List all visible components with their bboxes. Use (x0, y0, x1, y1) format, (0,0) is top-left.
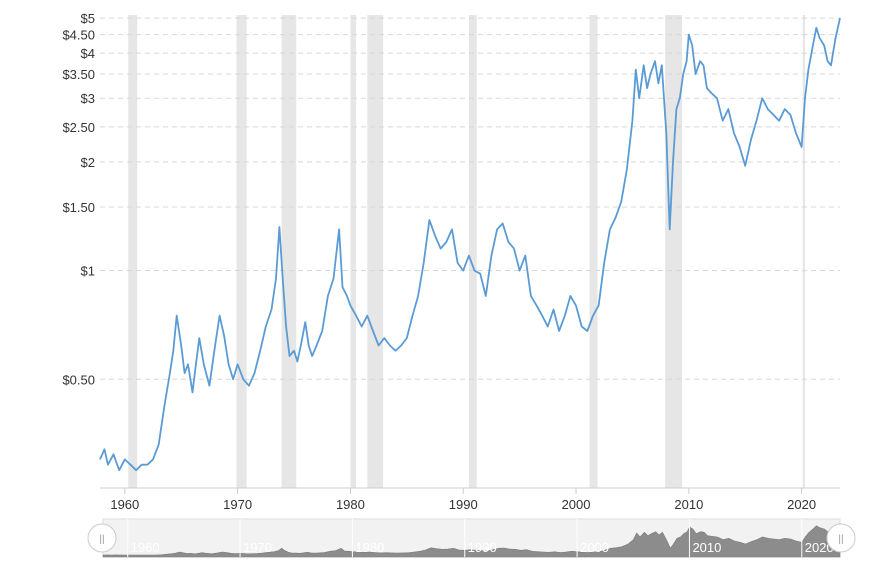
x-tick-label: 1990 (449, 497, 478, 512)
recession-band (367, 15, 384, 488)
navigator-label: 1970 (243, 540, 272, 555)
navigator-left-handle[interactable]: || (87, 523, 117, 553)
recession-band (665, 15, 683, 488)
navigator-label: 2020 (805, 540, 834, 555)
y-tick-label: $0.50 (62, 372, 95, 387)
y-tick-label: $4 (81, 46, 95, 61)
navigator-right-handle[interactable]: || (826, 523, 856, 553)
y-axis-labels: $5 $4.50 $4 $3.50 $3 $2.50 $2 $1.50 $1 $0.50 (62, 11, 95, 387)
y-tick-label: $2 (81, 155, 95, 170)
navigator-label: 1990 (468, 540, 497, 555)
recession-band (281, 15, 297, 488)
x-tick-label: 1970 (223, 497, 252, 512)
price-line (99, 17, 841, 472)
x-tick-label: 2000 (562, 497, 591, 512)
recession-band (468, 15, 477, 488)
right-handle-grip-icon: || (838, 534, 843, 545)
navigator-label: 1980 (355, 540, 384, 555)
navigator-area (102, 523, 841, 558)
y-tick-label: $2.50 (62, 120, 95, 135)
navigator[interactable]: 1960 1970 1980 1990 2000 2010 2020 || || (87, 518, 856, 558)
navigator-gridlines (127, 519, 803, 557)
left-handle-grip-icon: || (99, 534, 104, 545)
x-tick-label: 1960 (110, 497, 139, 512)
x-tick-label: 2010 (674, 497, 703, 512)
recession-band (589, 15, 598, 488)
recession-band (350, 15, 357, 488)
y-tick-label: $4.50 (62, 28, 95, 43)
navigator-label: 1960 (131, 540, 160, 555)
recession-bands (128, 15, 806, 488)
navigator-labels: 1960 1970 1980 1990 2000 2010 2020 (131, 540, 834, 555)
recession-band (802, 15, 806, 488)
y-tick-label: $1.50 (62, 200, 95, 215)
recession-band (128, 15, 138, 488)
navigator-label: 2000 (580, 540, 609, 555)
x-tick-label: 1980 (336, 497, 365, 512)
x-axis-ticks (124, 488, 803, 494)
price-line-layer (99, 17, 841, 472)
y-tick-label: $3 (81, 91, 95, 106)
y-tick-label: $1 (81, 264, 95, 279)
navigator-label: 2010 (692, 540, 721, 555)
y-tick-label: $5 (81, 11, 95, 26)
y-tick-label: $3.50 (62, 67, 95, 82)
x-axis-labels: 1960 1970 1980 1990 2000 2010 2020 (110, 497, 816, 512)
recession-band (236, 15, 247, 488)
x-tick-label: 2020 (787, 497, 816, 512)
